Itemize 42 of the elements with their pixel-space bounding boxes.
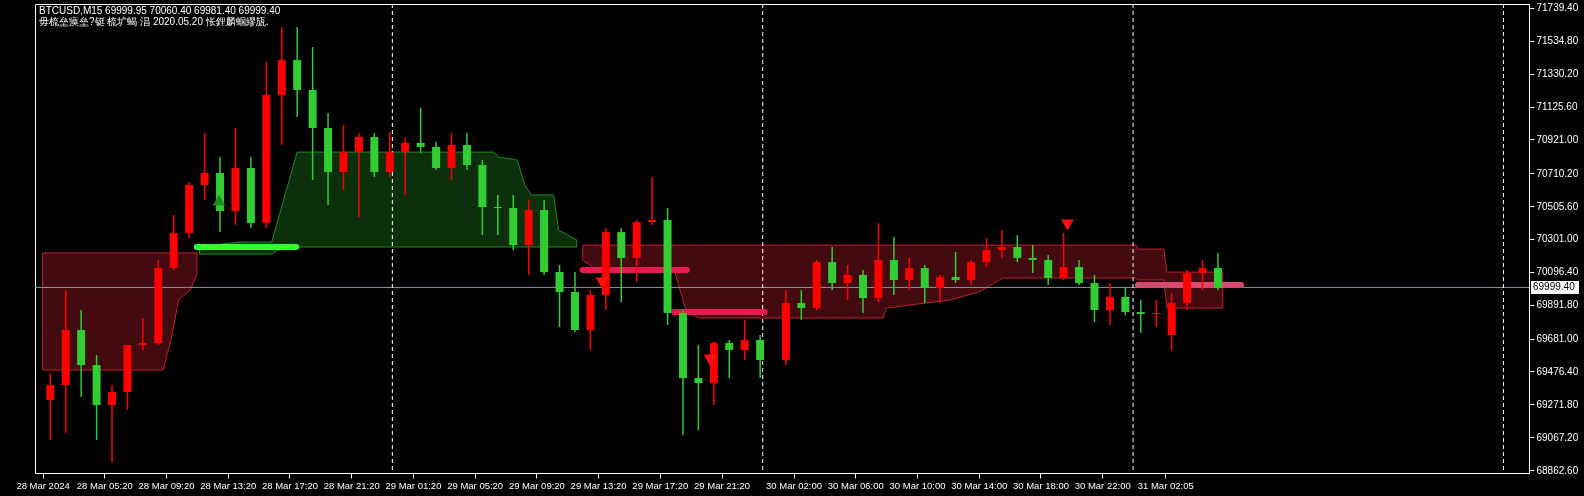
y-tick-label: 70301.00 bbox=[1536, 233, 1579, 245]
x-tick-label: 29 Mar 09:20 bbox=[508, 479, 565, 491]
y-tick-label: 70096.40 bbox=[1536, 266, 1579, 278]
x-tick-label: 30 Mar 18:00 bbox=[1012, 479, 1069, 491]
y-tick-label: 69891.80 bbox=[1536, 299, 1579, 311]
x-tick-label: 28 Mar 2024 bbox=[16, 479, 70, 491]
y-tick-label: 69681.00 bbox=[1536, 333, 1579, 345]
x-tick-label: 29 Mar 01:20 bbox=[385, 479, 442, 491]
x-tick-label: 28 Mar 05:20 bbox=[76, 479, 133, 491]
y-tick-label: 71330.20 bbox=[1536, 68, 1579, 80]
y-tick-label: 70710.20 bbox=[1536, 167, 1579, 179]
chart-title: BTCUSD,M15 69999.95 70060.40 69981.40 69999.40 bbox=[39, 5, 281, 16]
x-tick-label: 30 Mar 06:00 bbox=[827, 479, 884, 491]
x-tick-label: 29 Mar 05:20 bbox=[447, 479, 504, 491]
x-tick-label: 28 Mar 17:20 bbox=[261, 479, 318, 491]
y-tick-label: 69067.20 bbox=[1536, 431, 1579, 443]
y-tick-label: 71534.80 bbox=[1536, 35, 1579, 47]
point bbox=[212, 194, 226, 206]
x-tick-label: 29 Mar 13:20 bbox=[570, 479, 627, 491]
x-tick-label: 29 Mar 17:20 bbox=[632, 479, 689, 491]
y-tick-label: 70505.60 bbox=[1536, 200, 1579, 212]
y-tick-label: 71739.40 bbox=[1536, 2, 1579, 14]
y-tick-label: 71125.60 bbox=[1536, 101, 1578, 113]
x-tick-label: 30 Mar 14:00 bbox=[951, 479, 1008, 491]
x-tick-label: 31 Mar 02:05 bbox=[1137, 479, 1194, 491]
candlestick bbox=[951, 251, 960, 284]
y-tick-label: 69476.40 bbox=[1536, 365, 1579, 377]
x-tick-label: 30 Mar 02:00 bbox=[766, 479, 823, 491]
x-tick-label: 28 Mar 13:20 bbox=[200, 479, 257, 491]
x-tick-label: 28 Mar 21:20 bbox=[323, 479, 380, 491]
text: 毋梳垒瘼垒?铤 梳圹蝎 淐 2020.05.20 怅鋰麟蝈繆瓬. bbox=[39, 16, 269, 27]
y-tick-label: 68862.60 bbox=[1536, 464, 1579, 476]
x-tick-label: 28 Mar 09:20 bbox=[138, 479, 195, 491]
point bbox=[1061, 219, 1074, 231]
y-tick-label: 70921.00 bbox=[1536, 133, 1579, 145]
y-tick-label: 69271.80 bbox=[1536, 398, 1579, 410]
x-tick-label: 29 Mar 21:20 bbox=[694, 479, 751, 491]
ref-line-label: 69999.40 bbox=[1533, 281, 1576, 293]
point bbox=[703, 354, 717, 366]
x-tick-label: 30 Mar 10:00 bbox=[889, 479, 946, 491]
x-tick-label: 30 Mar 22:00 bbox=[1074, 479, 1131, 491]
point bbox=[595, 277, 609, 289]
